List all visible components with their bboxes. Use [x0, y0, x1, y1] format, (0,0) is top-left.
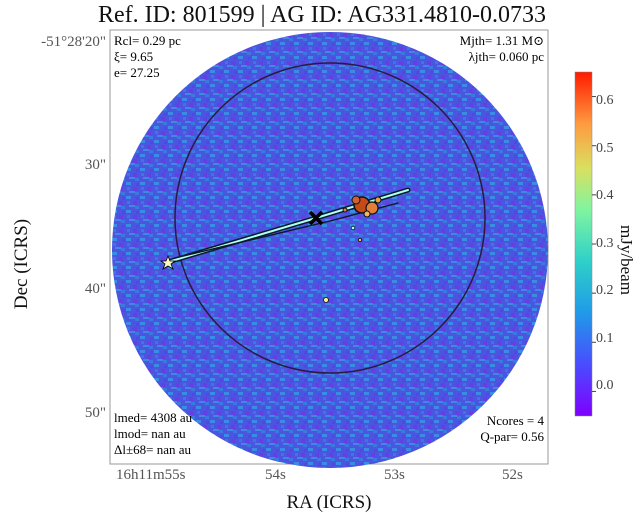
x-tick-2: 53s: [384, 467, 405, 483]
intensity-map: [112, 32, 548, 468]
cb-tick-0: 0.0: [596, 378, 614, 393]
ann-ljth: λjth= 0.060 pc: [468, 49, 544, 64]
x-tick-1: 54s: [265, 467, 286, 483]
cross-marker: [308, 210, 324, 226]
annotation-bottom-right: Ncores = 4 Q-par= 0.56: [450, 413, 544, 445]
ann-xi: ξ= 9.65: [114, 49, 154, 64]
region-circle: [174, 62, 486, 374]
y-tick-3: 50": [84, 405, 106, 421]
ann-qpar: Q-par= 0.56: [480, 429, 544, 444]
ann-rcl: Rcl= 0.29 pc: [114, 33, 181, 48]
cb-tick-3: 0.3: [596, 236, 614, 251]
cb-tick-6: 0.6: [596, 93, 614, 108]
star-marker: [159, 254, 177, 270]
colorbar-ticks: [592, 96, 596, 392]
chart-title: Ref. ID: 801599 | AG ID: AG331.4810-0.07…: [97, 2, 547, 28]
y-tick-0: -51°28'20": [41, 34, 106, 50]
ann-dl: Δl±68= nan au: [114, 442, 191, 457]
ann-lmod: lmod= nan au: [114, 426, 186, 441]
y-tick-1: 30": [84, 157, 106, 173]
ann-mjth: Mjth= 1.31 M⊙: [459, 33, 544, 48]
ann-lmed: lmed= 4308 au: [114, 410, 193, 425]
ann-e: e= 27.25: [114, 65, 160, 80]
cb-tick-1: 0.1: [596, 331, 614, 346]
ann-ncores: Ncores = 4: [486, 413, 544, 428]
colorbar: [574, 71, 593, 417]
annotation-bottom-left: lmed= 4308 au lmod= nan au Δl±68= nan au: [114, 410, 192, 458]
x-axis-label: RA (ICRS): [286, 492, 372, 513]
cb-tick-4: 0.4: [596, 188, 614, 203]
y-tick-2: 40": [84, 281, 106, 297]
annotation-top-left: Rcl= 0.29 pc ξ= 9.65 e= 27.25: [114, 33, 181, 81]
cb-tick-5: 0.5: [596, 141, 614, 156]
y-axis-label: Dec (ICRS): [11, 218, 32, 310]
colorbar-label: mJy/beam: [617, 225, 636, 295]
core-cluster: [323, 195, 382, 303]
cb-tick-2: 0.2: [596, 283, 614, 298]
annotation-top-right: Mjth= 1.31 M⊙ λjth= 0.060 pc: [456, 33, 544, 65]
x-tick-3: 52s: [502, 467, 523, 483]
x-tick-0: 16h11m55s: [116, 467, 186, 483]
